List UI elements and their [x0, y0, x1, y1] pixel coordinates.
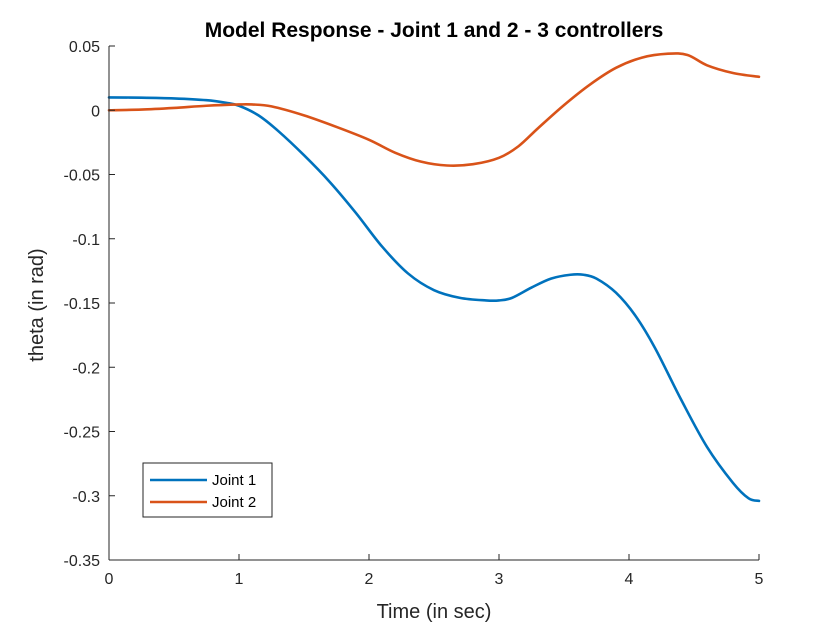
y-tick-label: -0.3 [72, 489, 100, 506]
legend-label: Joint 1 [212, 472, 256, 489]
y-tick-label: -0.25 [64, 425, 101, 442]
y-tick-label: -0.1 [72, 232, 100, 249]
y-tick-label: 0.05 [69, 39, 100, 56]
x-tick-label: 3 [495, 571, 504, 588]
y-tick-label: -0.05 [64, 168, 101, 185]
x-tick-label: 5 [755, 571, 764, 588]
x-axis-title: Time (in sec) [377, 601, 492, 623]
x-tick-label: 2 [365, 571, 374, 588]
chart-title: Model Response - Joint 1 and 2 - 3 contr… [205, 19, 664, 42]
y-axis-title: theta (in rad) [26, 248, 48, 361]
legend: Joint 1 Joint 2 [142, 462, 273, 518]
y-tick-label: -0.15 [64, 296, 101, 313]
x-tick-label: 0 [105, 571, 114, 588]
x-tick-label: 4 [625, 571, 634, 588]
y-tick-label: 0 [91, 103, 100, 120]
series-line-joint-2 [107, 52, 761, 167]
x-tick-label: 1 [235, 571, 244, 588]
legend-box [142, 462, 273, 518]
y-tick-label: -0.35 [64, 553, 101, 570]
y-tick-label: -0.2 [72, 360, 100, 377]
legend-label: Joint 2 [212, 494, 256, 511]
